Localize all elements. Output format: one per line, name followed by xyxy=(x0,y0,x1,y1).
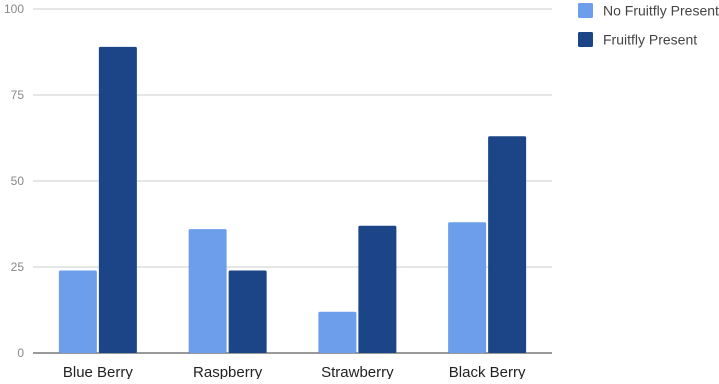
bar-no-fruitfly-present-strawberry xyxy=(318,311,357,353)
y-axis-ticks: 0 25 50 75 100 xyxy=(4,2,24,360)
x-tick-label: Raspberry xyxy=(193,364,263,379)
x-axis-ticks: Blue Berry Raspberry Strawberry Black Berry xyxy=(63,364,526,381)
bar-fruitfly-present-black-berry xyxy=(488,136,527,353)
bar-fruitfly-present-raspberry xyxy=(228,270,267,353)
y-tick-label: 75 xyxy=(11,88,25,102)
bar-no-fruitfly-present-raspberry xyxy=(188,229,227,353)
legend-swatch xyxy=(578,3,593,18)
bar-no-fruitfly-present-blue-berry xyxy=(58,270,97,353)
legend-swatch xyxy=(578,32,593,47)
x-tick-label: Strawberry xyxy=(321,364,394,379)
y-tick-label: 50 xyxy=(11,174,25,188)
x-tick-label: Black Berry xyxy=(449,364,526,379)
bar-fruitfly-present-blue-berry xyxy=(98,46,137,354)
y-tick-label: 100 xyxy=(4,2,24,16)
bar-fruitfly-present-strawberry xyxy=(358,225,397,353)
y-tick-label: 0 xyxy=(17,346,24,360)
legend-label: Fruitfly Present xyxy=(603,32,697,48)
x-tick-label: Blue Berry xyxy=(63,364,134,379)
y-tick-label: 25 xyxy=(11,260,25,274)
bars xyxy=(58,46,527,354)
legend: No Fruitfly Present Fruitfly Present xyxy=(578,3,719,48)
legend-label: No Fruitfly Present xyxy=(603,3,719,19)
bar-no-fruitfly-present-black-berry xyxy=(448,222,487,353)
